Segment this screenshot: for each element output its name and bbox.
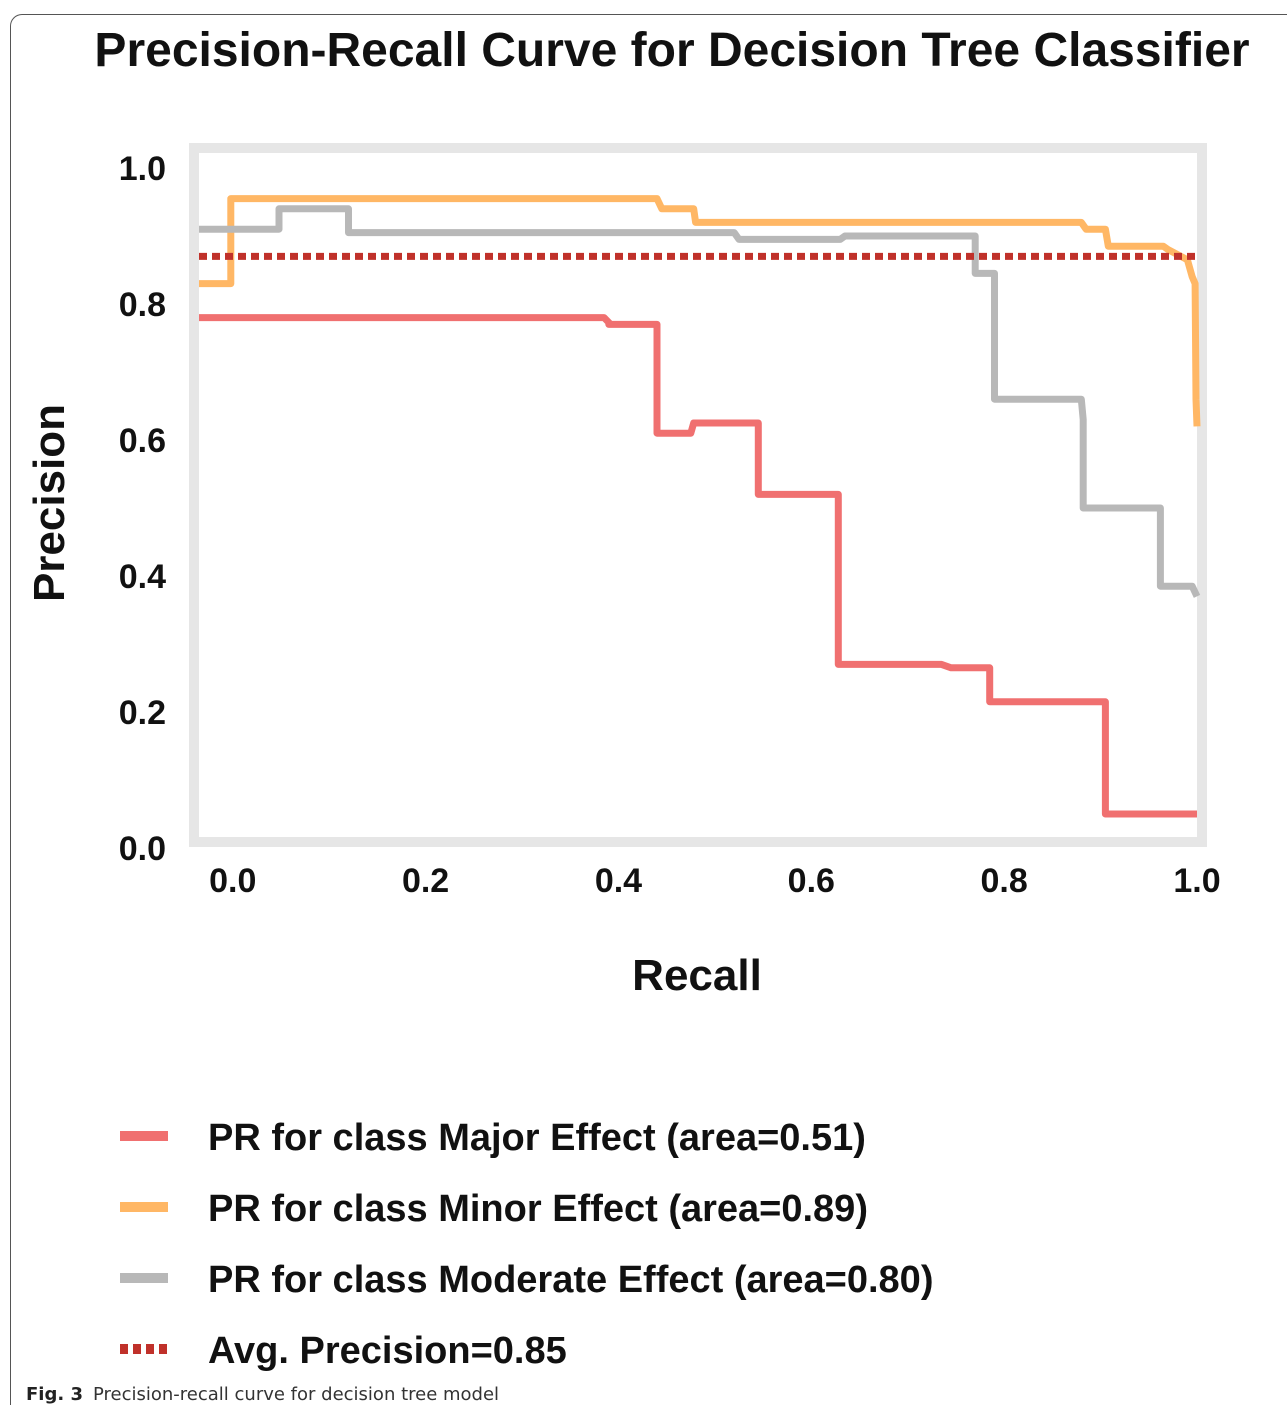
y-axis-ticks: 0.0 0.2 0.4 0.6 0.8 1.0 (119, 150, 166, 868)
series-line-3 (199, 205, 1201, 598)
legend-label-4: Avg. Precision=0.85 (208, 1330, 567, 1372)
legend-label-3: PR for class Moderate Effect (area=0.80) (208, 1259, 933, 1301)
series-line-1 (199, 314, 1197, 818)
x-tick-label: 0.0 (209, 862, 256, 900)
y-tick-label: 0.2 (119, 694, 166, 732)
x-tick-label: 0.8 (981, 862, 1028, 900)
series-layer (199, 195, 1201, 818)
figure-frame (10, 14, 1287, 1405)
y-axis-label: Precision (25, 404, 74, 602)
caption-label: Fig. 3 (26, 1384, 83, 1405)
x-axis-label: Recall (632, 951, 762, 1000)
x-tick-label: 0.2 (402, 862, 449, 900)
y-tick-label: 0.8 (119, 286, 166, 324)
y-tick-label: 1.0 (119, 150, 166, 188)
legend-label-2: PR for class Minor Effect (area=0.89) (208, 1188, 868, 1230)
y-tick-label: 0.6 (119, 422, 166, 460)
x-axis-ticks: 0.0 0.2 0.4 0.6 0.8 1.0 (209, 862, 1221, 900)
y-tick-label: 0.4 (119, 558, 166, 596)
legend-label-1: PR for class Major Effect (area=0.51) (208, 1117, 866, 1159)
chart-title: Precision-Recall Curve for Decision Tree… (94, 24, 1249, 77)
figure-caption: Fig. 3 Precision-recall curve for decisio… (26, 1384, 499, 1405)
x-tick-label: 0.6 (788, 862, 835, 900)
x-tick-label: 0.4 (595, 862, 642, 900)
legend: PR for class Major Effect (area=0.51) PR … (120, 1117, 933, 1372)
caption-text: Precision-recall curve for decision tree… (92, 1384, 500, 1405)
y-tick-label: 0.0 (119, 830, 166, 868)
plot-frame (189, 143, 1207, 847)
series-line-2 (199, 195, 1201, 427)
x-tick-label: 1.0 (1173, 862, 1220, 900)
